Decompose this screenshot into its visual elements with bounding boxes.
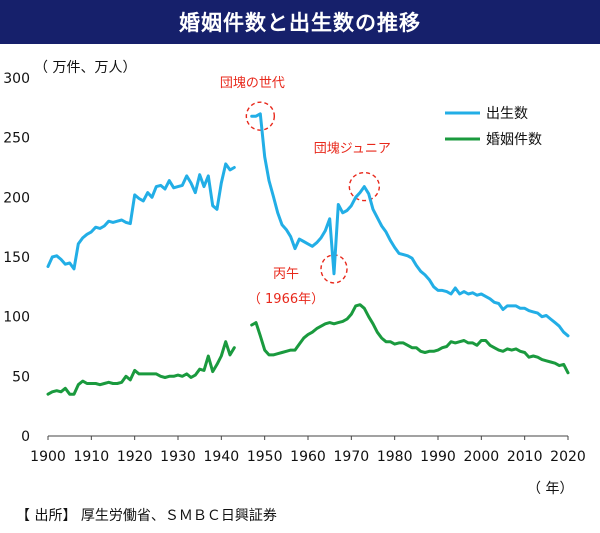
x-tick-label: 2020	[550, 449, 586, 465]
x-tick-label: 1920	[117, 449, 153, 465]
annotation-circle	[245, 101, 276, 131]
y-tick-label: 0	[21, 429, 30, 445]
y-unit-label: （ 万件、万人）	[34, 60, 136, 76]
y-tick-label: 50	[12, 369, 30, 385]
y-tick-label: 200	[3, 190, 30, 206]
title-banner: 婚姻件数と出生数の推移	[0, 0, 600, 44]
source-note: 【 出所】 厚生労働省、ＳＭＢＣ日興証券	[16, 508, 277, 524]
chart-title: 婚姻件数と出生数の推移	[179, 11, 421, 35]
legend-label: 出生数	[486, 106, 528, 122]
x-tick-label: 1960	[290, 449, 326, 465]
annotation-label-hinoeuma: 丙午	[273, 267, 299, 282]
marriages-line	[46, 340, 236, 396]
x-tick-label: 1900	[30, 449, 66, 465]
annotation-circle	[348, 171, 381, 202]
y-tick-label: 300	[3, 71, 30, 87]
annotation-label-dankai: 団塊の世代	[220, 75, 285, 91]
births-line	[250, 112, 570, 338]
x-tick-label: 1910	[74, 449, 110, 465]
annotation-label-1966: （ 1966年）	[248, 292, 324, 307]
y-tick-label: 100	[3, 310, 30, 326]
x-tick-label: 2010	[507, 449, 543, 465]
x-tick-label: 2000	[464, 449, 500, 465]
x-tick-label: 1940	[204, 449, 240, 465]
births-line	[46, 162, 236, 271]
marriages-line	[250, 303, 570, 375]
legend-label: 婚姻件数	[486, 132, 542, 148]
y-tick-label: 250	[3, 131, 30, 147]
x-tick-label: 1950	[247, 449, 283, 465]
y-tick-label: 150	[3, 250, 30, 266]
x-tick-label: 1930	[160, 449, 196, 465]
line-chart: （ 万件、万人） （ 年） 1900 1910 1920 1930 1940 1950 19…	[3, 60, 586, 497]
x-tick-label: 1990	[420, 449, 456, 465]
x-tick-label: 1970	[334, 449, 370, 465]
annotation-label-dankai-junior: 団塊ジュニア	[314, 141, 391, 157]
x-tick-label: 1980	[377, 449, 413, 465]
x-unit-label: （ 年）	[527, 481, 573, 497]
